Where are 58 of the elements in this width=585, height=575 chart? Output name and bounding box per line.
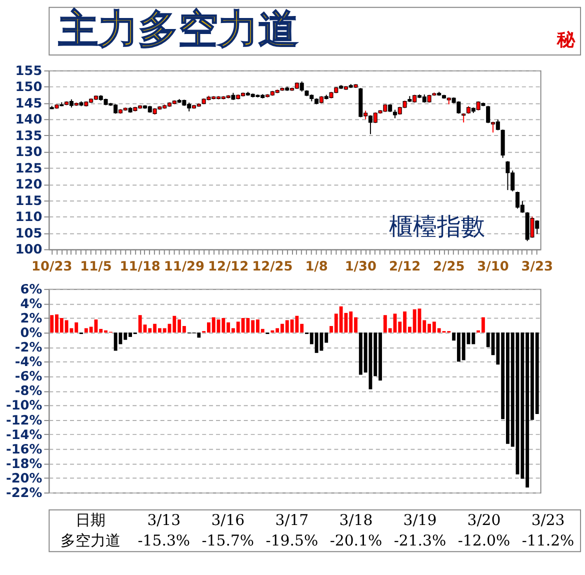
annotation: 櫃檯指數 [389, 212, 486, 241]
y-tick-label: 0% [20, 326, 42, 342]
text: -19.5% [266, 532, 318, 550]
y-tick-label: 105 [15, 226, 42, 242]
y-tick-label: -12% [6, 413, 42, 428]
text: 3/20 [467, 510, 501, 529]
y-tick-label: 115 [15, 194, 42, 209]
y-tick-label: 125 [15, 161, 42, 176]
y-tick-label: -10% [6, 398, 42, 414]
y-tick-label: 145 [15, 96, 42, 112]
x-tick-label: 12/12 [208, 260, 249, 275]
text: 3/17 [275, 510, 309, 529]
text: -15.7% [202, 532, 254, 550]
y-tick-label: 130 [15, 145, 42, 160]
text: 3/13 [147, 510, 181, 529]
text: -12.0% [458, 532, 510, 550]
y-tick-label: -16% [6, 442, 42, 458]
y-tick-label: -8% [14, 384, 42, 400]
x-tick-label: 1/30 [344, 260, 377, 275]
x-tick-label: 3/23 [521, 260, 553, 275]
x-tick-label: 1/8 [305, 260, 328, 275]
text: -21.3% [394, 532, 446, 550]
y-tick-label: 100 [15, 242, 42, 258]
text: -15.3% [138, 532, 190, 550]
text: 日期 [75, 510, 106, 529]
x-tick-label: 3/10 [477, 260, 509, 275]
y-tick-label: 140 [15, 112, 42, 128]
y-tick-label: 2% [20, 311, 42, 326]
text: 多空力道 [60, 532, 120, 550]
x-tick-label: 10/23 [32, 260, 72, 275]
y-tick-label: -2% [14, 340, 42, 356]
x-tick-label: 12/25 [252, 260, 293, 275]
chart-title: 主力多空力道 [58, 6, 299, 53]
text: 3/23 [531, 510, 565, 529]
x-tick-label: 11/18 [120, 260, 160, 275]
x-tick-label: 2/12 [388, 260, 421, 275]
x-tick-label: 11/5 [80, 260, 112, 275]
y-tick-label: 4% [20, 296, 42, 312]
y-tick-label: -18% [6, 456, 42, 472]
y-tick-label: -4% [14, 355, 42, 370]
x-tick-label: 2/25 [433, 260, 465, 275]
y-tick-label: 155 [15, 64, 42, 79]
y-tick-label: 150 [15, 80, 42, 96]
y-tick-label: -6% [14, 370, 42, 385]
text: 3/16 [211, 510, 245, 529]
chart-subtitle: 秘 [556, 30, 576, 51]
y-tick-label: 110 [15, 210, 42, 226]
y-tick-label: -14% [6, 428, 42, 443]
text: -11.2% [522, 532, 574, 550]
y-tick-label: 6% [20, 282, 42, 298]
x-tick-label: 11/29 [164, 260, 205, 275]
y-tick-label: -22% [6, 486, 42, 502]
y-tick-label: 135 [15, 128, 42, 144]
y-tick-label: -20% [6, 471, 42, 486]
text: 3/19 [403, 510, 437, 529]
text: -20.1% [330, 532, 382, 550]
y-tick-label: 120 [15, 178, 42, 193]
text: 3/18 [339, 510, 373, 529]
